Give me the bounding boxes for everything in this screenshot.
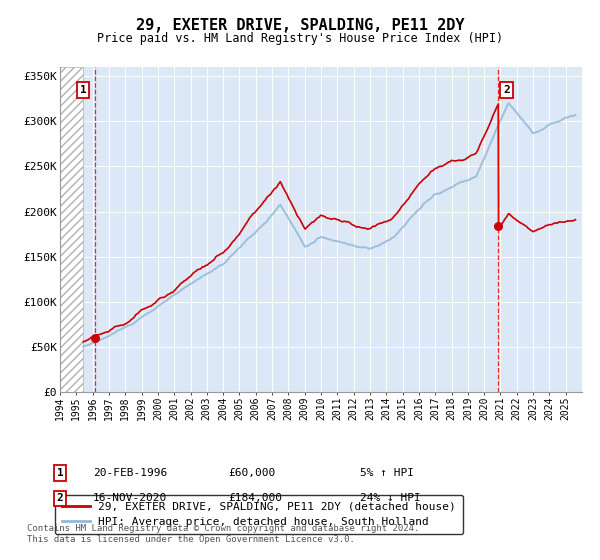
- Text: This data is licensed under the Open Government Licence v3.0.: This data is licensed under the Open Gov…: [27, 534, 355, 544]
- Text: 2: 2: [503, 85, 510, 95]
- Text: 1: 1: [80, 85, 86, 95]
- Text: Price paid vs. HM Land Registry's House Price Index (HPI): Price paid vs. HM Land Registry's House …: [97, 31, 503, 45]
- Text: 20-FEB-1996: 20-FEB-1996: [93, 468, 167, 478]
- Bar: [60, 67, 83, 392]
- Text: £184,000: £184,000: [228, 493, 282, 503]
- Legend: 29, EXETER DRIVE, SPALDING, PE11 2DY (detached house), HPI: Average price, detac: 29, EXETER DRIVE, SPALDING, PE11 2DY (de…: [55, 495, 463, 534]
- Text: 5% ↑ HPI: 5% ↑ HPI: [360, 468, 414, 478]
- Text: 24% ↓ HPI: 24% ↓ HPI: [360, 493, 421, 503]
- Text: 16-NOV-2020: 16-NOV-2020: [93, 493, 167, 503]
- Text: 1: 1: [56, 468, 64, 478]
- Text: 2: 2: [56, 493, 64, 503]
- Text: 29, EXETER DRIVE, SPALDING, PE11 2DY: 29, EXETER DRIVE, SPALDING, PE11 2DY: [136, 18, 464, 32]
- Text: £60,000: £60,000: [228, 468, 275, 478]
- Text: Contains HM Land Registry data © Crown copyright and database right 2024.: Contains HM Land Registry data © Crown c…: [27, 524, 419, 533]
